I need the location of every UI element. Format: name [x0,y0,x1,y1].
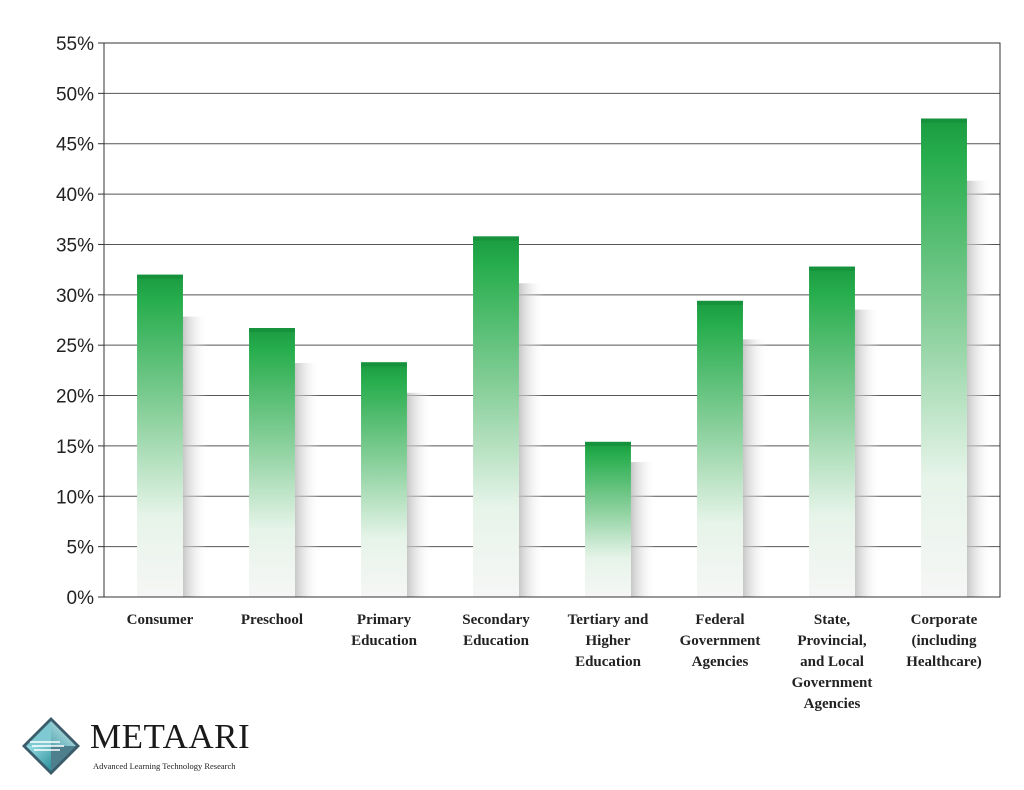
bar-cap [249,328,295,333]
bar-cap [809,266,855,271]
bar-cap [585,441,631,446]
x-category-label-line: and Local [800,654,864,670]
y-tick-label: 50% [56,84,94,105]
x-category-label-line: Preschool [241,612,303,628]
brand-tagline: Advanced Learning Technology Research [93,761,236,771]
bar [473,236,519,597]
y-tick-label: 5% [67,538,95,559]
brand-name: METAARI [90,717,251,756]
x-category-label-line: Agencies [804,696,861,712]
y-tick-label: 15% [56,437,94,458]
bar [585,441,631,597]
bar-cap [137,274,183,279]
bar [921,118,967,597]
x-category-label: Primary Education [351,612,418,649]
x-category-label-line: Provincial, [797,633,867,649]
bar [809,266,855,597]
x-axis-categories: Consumer Preschool Primary EducationSeconda… [127,612,982,712]
bar-shadow [966,180,993,597]
x-category-label: Tertiary and Higher Education [568,612,649,670]
y-tick-label: 20% [56,387,94,408]
x-category-label-line: Corporate [911,612,978,628]
bar-shadow [294,363,321,597]
brand-logo-block: METAARI Advanced Learning Technology Res… [20,713,280,783]
bar-shadow [182,316,209,597]
bar [249,328,295,597]
x-category-label-line: Education [463,633,530,649]
y-tick-label: 30% [56,286,94,307]
y-tick-label: 40% [56,185,94,206]
x-category-label-line: Government [680,633,761,649]
bar-cap [697,300,743,305]
x-category-label-line: Primary [357,612,412,628]
y-tick-label: 45% [56,135,94,156]
bar-shadow [630,462,657,597]
x-category-label: Consumer [127,612,194,628]
bar-cap [361,362,407,367]
y-tick-label: 0% [67,588,95,609]
x-category-label: Preschool [241,612,303,628]
bar [137,274,183,597]
x-category-label-line: Secondary [462,612,530,628]
x-category-label: Secondary Education [462,612,530,649]
bar [697,300,743,597]
bar-shadow [406,392,433,597]
x-category-label: State, Provincial, and Local Government Agen… [792,612,873,712]
x-category-label-line: Education [351,633,418,649]
x-category-label-line: (including [911,633,977,649]
bar-shadow [742,339,769,597]
x-category-label-line: Education [575,654,642,670]
bars [137,118,967,597]
x-category-label-line: Consumer [127,612,194,628]
x-category-label-line: Higher [586,633,631,649]
plot-frame [103,42,1001,598]
x-category-label-line: State, [814,612,850,628]
x-category-label: Federal Government Agencies [680,612,761,670]
bar-shadows [182,180,993,597]
bar-cap [921,118,967,123]
x-category-label-line: Government [792,675,873,691]
y-tick-label: 10% [56,487,94,508]
x-category-label-line: Healthcare) [906,654,982,670]
bar-shadow [854,309,881,597]
x-category-label-line: Agencies [692,654,749,670]
x-category-label-line: Federal [695,612,744,628]
y-tick-label: 35% [56,235,94,256]
bar [361,362,407,597]
bar-shadow [518,283,545,597]
x-category-label: Corporate (including Healthcare) [906,612,982,670]
y-axis-ticks: 0% 5% 10% 15% 20% 25% 30% 35% 40% 45% 50% 55% [56,34,104,609]
y-tick-label: 55% [56,34,94,55]
bar-cap [473,236,519,241]
x-category-label-line: Tertiary and [568,612,649,628]
metaari-logo-icon [22,717,80,775]
y-tick-label: 25% [56,336,94,357]
